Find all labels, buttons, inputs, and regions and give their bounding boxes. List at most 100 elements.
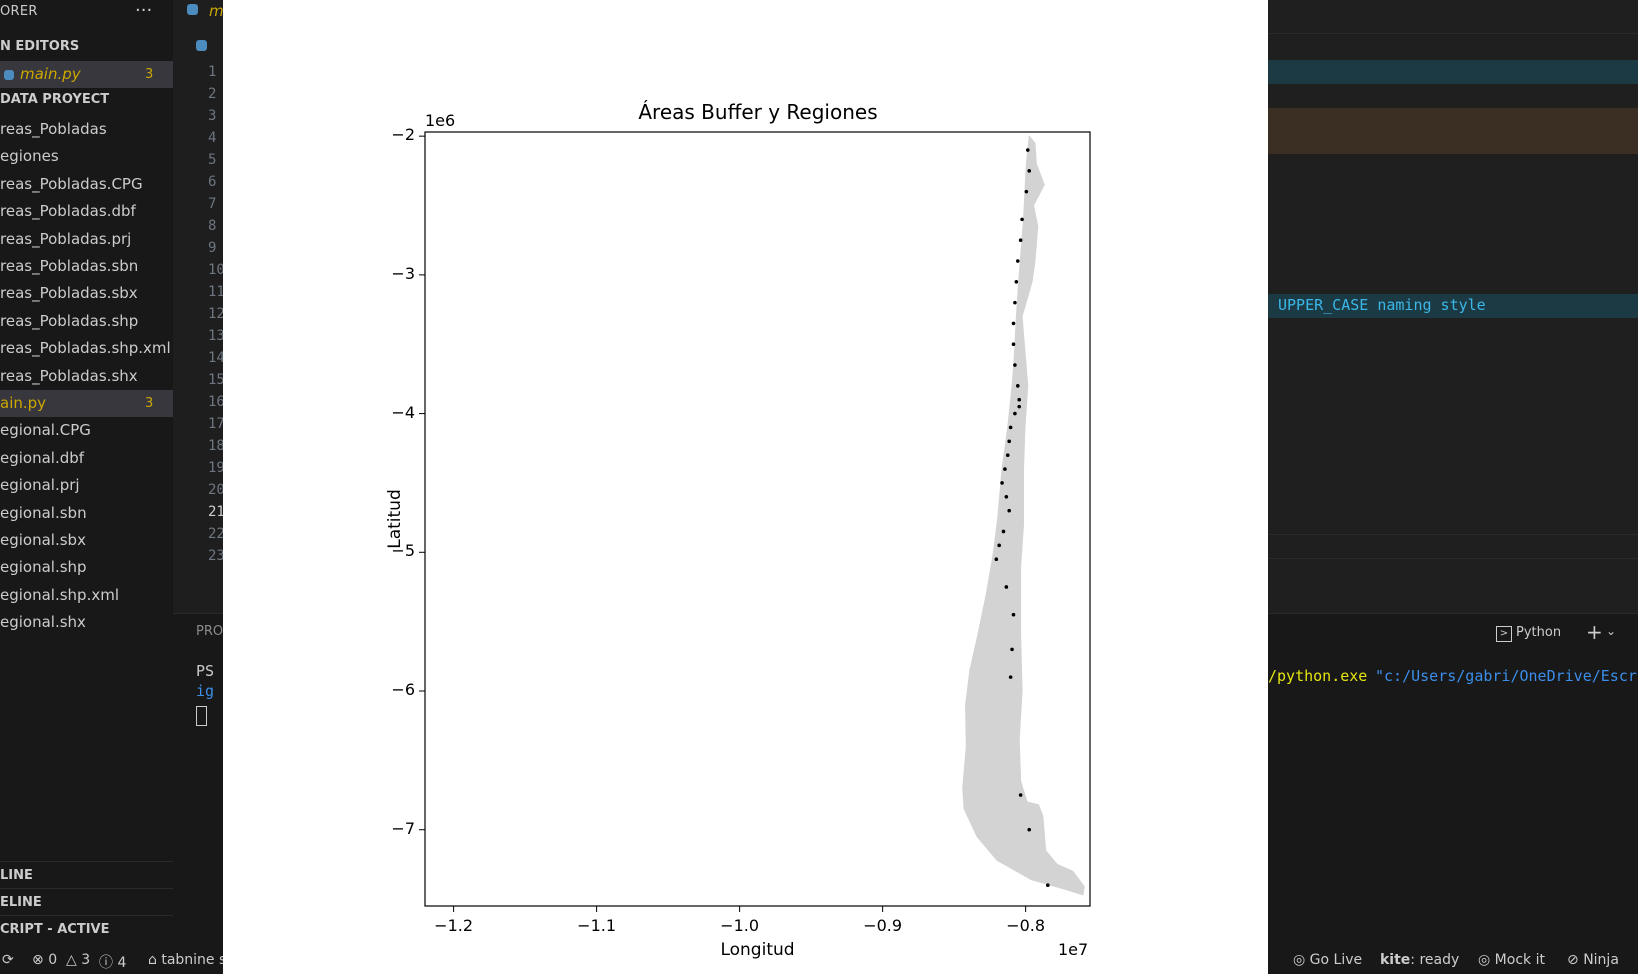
warnings-indicator[interactable]: △ 3 [66,952,91,968]
buffer-area [1025,148,1030,152]
buffer-area [1013,363,1017,367]
line-number: 23 [208,548,223,564]
chevron-down-icon[interactable]: ⌄ [1606,624,1617,638]
line-number: 19 [208,460,223,476]
buffer-area [1018,238,1023,242]
kite-label: kite [1380,952,1411,968]
terminal-prompt: PS [196,662,215,680]
file-item[interactable]: reas_Pobladas.sbx [0,280,173,307]
buffer-area [1008,425,1013,430]
file-item[interactable]: reas_Pobladas.shx [0,363,173,390]
file-name: reas_Pobladas.dbf [0,202,136,221]
open-editor-item[interactable]: main.py 3 [0,61,173,88]
file-name: egional.shx [0,613,86,632]
terminal-profile-label[interactable]: Python [1516,625,1562,640]
y-tick-label: −3 [391,263,415,283]
editor-right-area: UPPER_CASE naming style > Python + ⌄ /py… [1268,0,1638,951]
file-item[interactable]: egional.sbn [0,500,173,527]
chart [419,131,1091,912]
info-indicator[interactable]: ⓘ 4 [99,955,127,971]
x-tick-label: −1.0 [720,916,760,935]
file-item[interactable]: egional.dbf [0,445,173,472]
buffer-area [1007,508,1011,513]
problem-count-badge: 3 [145,67,154,82]
y-tick-label: −7 [391,818,415,838]
file-name: reas_Pobladas.CPG [0,174,143,193]
breadcrumb-python-icon [196,40,207,51]
plus-icon[interactable]: + [1586,620,1603,644]
buffer-area [1027,827,1032,832]
open-editors-section[interactable]: N EDITORS [0,39,80,54]
file-item[interactable]: reas_Pobladas.shp [0,308,173,335]
file-item[interactable]: reas_Pobladas [0,116,173,143]
file-item[interactable]: reas_Pobladas.sbn [0,253,173,280]
file-item[interactable]: egional.shp.xml [0,582,173,609]
explorer-sidebar: ORER ··· N EDITORS main.py 3 DATA PROYEC… [0,0,173,951]
y-axis-label: Latitud [385,489,405,549]
file-item[interactable]: ain.py 3 [0,390,173,417]
x-tick-label: −1.1 [577,916,617,935]
line-number: 5 [208,152,217,168]
file-item[interactable]: egional.prj [0,472,173,499]
file-name: reas_Pobladas.sbn [0,257,139,275]
timeline-section[interactable]: ELINE [0,888,173,916]
buffer-area [1011,612,1016,617]
mock-it-button[interactable]: ◎ Mock it [1478,952,1545,968]
file-name: reas_Pobladas.prj [0,229,132,248]
terminal-right: > Python + ⌄ /python.exe "c:/Users/gabri… [1268,613,1638,951]
file-item[interactable]: reas_Pobladas.prj [0,226,173,253]
file-item[interactable]: egional.CPG [0,417,173,444]
regions-layer [962,134,1085,896]
tabnine-icon: ⌂ [148,952,157,968]
line-number: 3 [208,108,217,124]
file-item[interactable]: reas_Pobladas.dbf [0,198,173,225]
go-live-button[interactable]: ◎ Go Live [1293,952,1362,968]
line-number: 11 [208,284,223,300]
terminal-exe-path: /python.exe [1268,667,1368,685]
buffer-area [997,543,1001,548]
x-ticks [453,906,1027,912]
ninja-label: Ninja [1583,952,1619,968]
buffer-area [1015,384,1020,388]
line-number: 4 [208,130,217,146]
y-offset-label: 1e6 [425,111,456,130]
buffer-area [994,557,999,562]
file-item[interactable]: egional.shx [0,609,173,636]
line-number: 21 [208,504,223,520]
buffer-area [1004,585,1009,589]
errors-indicator[interactable]: ⊗ 0 [32,952,58,968]
buffer-area [1024,189,1029,194]
npm-scripts-section[interactable]: CRIPT - ACTIVE [0,915,173,943]
line-number: 18 [208,438,223,454]
file-item[interactable]: egiones [0,143,173,170]
terminal-line: ig [196,682,215,700]
editor-divider [1268,33,1638,34]
x-tick-label: −0.8 [1006,916,1046,935]
file-item[interactable]: egional.sbx [0,527,173,554]
plot-frame [424,131,1091,907]
file-item[interactable]: egional.shp [0,554,173,581]
ellipsis-icon[interactable]: ··· [135,0,153,21]
file-item[interactable]: reas_Pobladas.shp.xml [0,335,173,362]
buffers-layer [994,148,1050,887]
tabnine-status[interactable]: ⌂ tabnine s [148,952,226,968]
buffer-area [1011,321,1016,326]
editor-tab-label[interactable]: m [209,2,223,20]
buffer-area [1027,169,1032,173]
outline-section[interactable]: LINE [0,861,173,889]
explorer-title: ORER [0,4,38,19]
line-number: 15 [208,372,223,388]
line-number: 17 [208,416,223,432]
buffer-area [1020,217,1024,222]
sync-icon[interactable]: ⟳ [2,952,14,968]
buffer-area [1018,793,1023,797]
line-number: 22 [208,526,223,542]
buffer-area [1005,453,1010,457]
broadcast-icon: ◎ [1478,952,1491,968]
panel-tab-problems[interactable]: PRO [196,624,224,639]
ninja-status[interactable]: ⊘ Ninja [1567,952,1619,968]
file-item[interactable]: reas_Pobladas.CPG [0,171,173,198]
kite-status[interactable]: kite: ready [1380,952,1459,968]
project-folder[interactable]: DATA PROYECT [0,92,110,107]
x-offset-label: 1e7 [1058,940,1089,959]
